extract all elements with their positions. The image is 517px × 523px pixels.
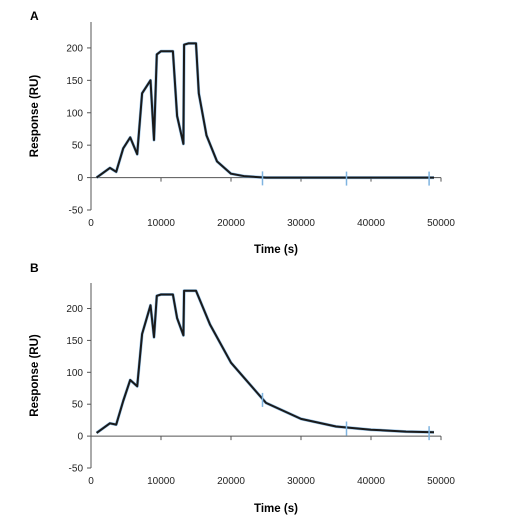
fit-line <box>96 42 434 179</box>
x-tick-label: 50000 <box>427 476 455 487</box>
x-tick-label: 30000 <box>287 218 315 229</box>
y-axis-title: Response (RU) <box>29 75 41 158</box>
x-tick-label: 20000 <box>217 218 245 229</box>
x-axis-title: Time (s) <box>254 244 298 256</box>
x-tick-label: 10000 <box>147 476 175 487</box>
x-axis-title: Time (s) <box>254 503 298 515</box>
y-tick-label: 50 <box>72 141 84 152</box>
fit-line <box>96 289 435 434</box>
y-tick-label: -50 <box>69 206 84 217</box>
y-axis-title: Response (RU) <box>29 334 41 417</box>
y-tick-label: 150 <box>66 76 83 87</box>
y-tick-label: 0 <box>77 173 83 184</box>
y-tick-label: 100 <box>66 108 83 119</box>
x-tick-label: 10000 <box>147 218 175 229</box>
x-tick-label: 0 <box>88 218 94 229</box>
y-tick-label: 200 <box>66 304 83 315</box>
y-tick-label: 200 <box>66 43 83 54</box>
x-tick-label: 40000 <box>357 476 385 487</box>
panel-label: B <box>30 261 39 275</box>
chart-panel-a: A -50 0 50 100 150 200 0 10000 20000 30000 40000 500… <box>29 9 455 256</box>
x-tick-label: 20000 <box>217 476 245 487</box>
y-tick-label: 50 <box>72 400 84 411</box>
y-tick-label: 100 <box>66 368 83 379</box>
y-tick-label: 0 <box>77 432 83 443</box>
x-tick-label: 40000 <box>357 218 385 229</box>
x-tick-label: 0 <box>88 476 94 487</box>
x-tick-label: 30000 <box>287 476 315 487</box>
panel-label: A <box>30 9 39 23</box>
measured-data-line <box>95 41 434 180</box>
measured-data-line <box>95 289 435 435</box>
y-tick-label: 150 <box>66 336 83 347</box>
y-tick-label: -50 <box>69 464 84 475</box>
chart-panel-b: B -50 0 50 100 150 200 0 10000 20000 30000 40000 500… <box>29 261 455 515</box>
x-tick-label: 50000 <box>427 218 455 229</box>
